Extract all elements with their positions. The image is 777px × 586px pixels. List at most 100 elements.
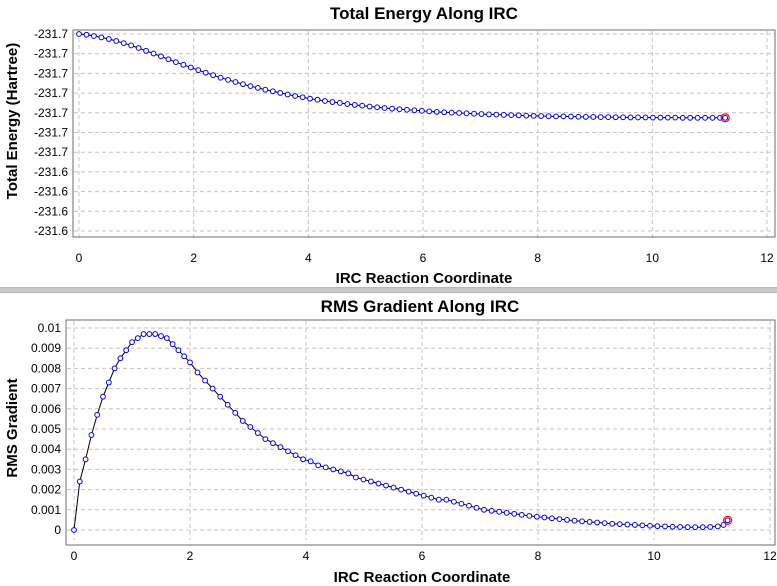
energy-chart-panel: Total Energy Along IRC IRC Reaction Coor… <box>0 0 777 288</box>
gradient-chart: RMS Gradient Along IRC IRC Reaction Coor… <box>4 297 777 586</box>
data-point <box>169 341 176 348</box>
data-point <box>508 112 515 119</box>
data-point <box>247 83 254 90</box>
data-point <box>493 111 500 118</box>
data-point <box>435 496 442 503</box>
data-point <box>140 331 147 337</box>
y-tick-label: -231.6 <box>34 204 68 218</box>
data-point <box>113 38 120 44</box>
data-point <box>105 36 112 42</box>
data-point <box>654 523 661 530</box>
y-tick-label: -231.6 <box>34 224 68 238</box>
data-point <box>478 111 485 117</box>
data-point <box>433 109 440 115</box>
current-point-marker <box>723 515 733 525</box>
data-point <box>146 331 153 337</box>
data-point <box>135 45 142 51</box>
y-tick-label: 0 <box>54 523 61 537</box>
data-point <box>270 440 276 447</box>
data-point <box>105 379 112 386</box>
data-point <box>609 520 616 527</box>
data-point <box>679 114 686 121</box>
data-point <box>411 107 418 114</box>
data-point <box>549 515 555 522</box>
data-point <box>448 109 455 116</box>
y-tick-label: 0.004 <box>31 442 61 456</box>
data-point <box>284 91 291 98</box>
data-point <box>639 522 646 529</box>
data-point <box>374 104 381 111</box>
data-point <box>672 114 679 121</box>
data-point <box>187 64 194 71</box>
data-point <box>210 72 217 79</box>
data-point <box>530 112 537 119</box>
x-tick-label: 4 <box>303 549 310 563</box>
data-point <box>473 504 480 511</box>
data-point <box>337 468 344 475</box>
series <box>71 331 733 533</box>
data-point <box>500 112 507 118</box>
data-point <box>322 98 328 104</box>
data-point <box>225 76 231 83</box>
data-point <box>202 69 209 76</box>
data-point <box>209 385 216 392</box>
energy-chart: Total Energy Along IRC IRC Reaction Coor… <box>4 4 776 287</box>
data-point <box>239 418 246 424</box>
data-point <box>83 31 90 38</box>
data-point <box>624 521 631 528</box>
x-tick-label: 2 <box>187 549 194 563</box>
data-point <box>586 519 593 525</box>
data-point <box>443 496 450 503</box>
data-point <box>352 474 359 481</box>
data-point <box>662 523 668 530</box>
data-point <box>165 56 172 63</box>
y-tick-label: -231.7 <box>34 106 68 120</box>
data-point <box>71 527 77 533</box>
y-tick-label: 0.001 <box>31 503 61 517</box>
x-axis-label: IRC Reaction Coordinate <box>336 270 513 287</box>
y-tick-label: -231.7 <box>34 86 68 100</box>
data-point <box>322 464 329 471</box>
data-point <box>571 517 578 524</box>
data-point <box>707 524 714 530</box>
data-point <box>694 114 701 121</box>
plot-frame <box>72 29 776 238</box>
chart-title: RMS Gradient Along IRC <box>321 297 520 316</box>
data-point <box>181 353 188 360</box>
data-point <box>601 520 608 527</box>
data-point <box>128 42 135 49</box>
data-point <box>143 47 149 54</box>
x-tick-label: 0 <box>71 549 78 563</box>
data-point <box>344 101 351 107</box>
data-point <box>466 502 472 509</box>
data-point <box>597 114 604 120</box>
data-point <box>441 109 448 116</box>
data-point <box>195 67 202 74</box>
y-tick-label: 0.002 <box>31 483 61 497</box>
chart-title: Total Energy Along IRC <box>330 4 518 23</box>
data-point <box>315 462 322 469</box>
x-tick-label: 4 <box>305 251 312 265</box>
data-point <box>553 113 559 120</box>
data-point <box>232 409 239 416</box>
data-point <box>556 516 563 522</box>
data-point <box>202 377 208 384</box>
data-point <box>481 506 487 513</box>
data-point <box>329 99 336 105</box>
data-point <box>175 347 182 354</box>
y-tick-label: 0.003 <box>31 462 61 476</box>
data-point <box>560 113 567 120</box>
data-point <box>496 508 503 515</box>
x-tick-label: 0 <box>76 251 83 265</box>
data-point <box>217 74 224 81</box>
data-point <box>564 517 570 523</box>
data-point <box>366 103 373 110</box>
data-point <box>518 511 525 518</box>
y-tick-label: -231.7 <box>34 126 68 140</box>
plot-frame <box>65 319 776 546</box>
data-point <box>359 102 366 109</box>
y-tick-label: -231.7 <box>34 145 68 159</box>
data-point <box>158 53 164 60</box>
grid <box>74 31 775 241</box>
x-tick-label: 6 <box>419 549 426 563</box>
